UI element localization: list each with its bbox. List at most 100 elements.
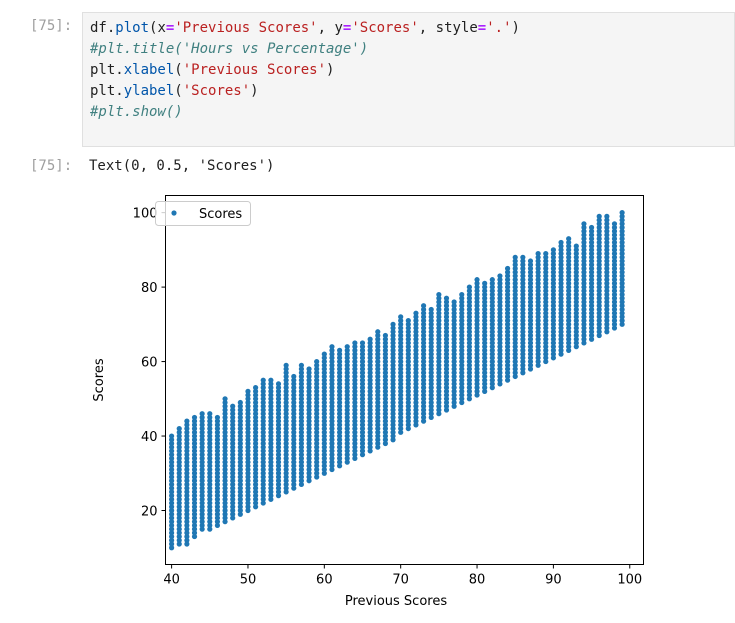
data-point: [520, 303, 526, 309]
data-point: [344, 459, 350, 465]
data-point: [596, 306, 602, 313]
data-point: [497, 310, 503, 316]
data-point: [268, 485, 274, 491]
x-tick-label: 40: [163, 573, 180, 588]
data-point: [550, 332, 556, 339]
data-point: [199, 526, 205, 532]
data-point: [245, 429, 251, 435]
data-point: [436, 392, 442, 398]
data-point: [558, 262, 564, 268]
data-point: [550, 269, 556, 275]
data-point: [413, 355, 419, 361]
input-prompt: [75]:: [30, 18, 73, 34]
data-point: [543, 299, 549, 305]
data-point: [306, 381, 312, 387]
data-point: [214, 511, 221, 517]
data-point: [428, 314, 434, 320]
data-point: [520, 332, 526, 339]
data-point: [497, 303, 503, 309]
data-point: [466, 288, 473, 294]
data-point: [527, 284, 534, 290]
data-point: [268, 418, 274, 424]
data-point: [207, 485, 213, 491]
data-point: [413, 340, 419, 346]
data-point: [268, 470, 274, 476]
data-point: [443, 321, 450, 327]
data-point: [344, 396, 350, 402]
data-point: [283, 466, 289, 473]
data-point: [169, 478, 175, 484]
data-point: [581, 291, 587, 298]
data-point: [260, 381, 266, 387]
data-point: [596, 236, 602, 242]
data-point: [359, 422, 366, 428]
data-point: [482, 340, 488, 346]
data-point: [550, 265, 556, 272]
data-point: [436, 347, 442, 353]
data-point: [306, 407, 312, 413]
data-point: [482, 381, 488, 387]
data-point: [405, 325, 411, 331]
y-tick-label: 80: [141, 281, 158, 296]
data-point: [527, 295, 534, 301]
data-point: [398, 362, 404, 368]
data-point: [291, 452, 297, 458]
data-point: [169, 496, 175, 502]
data-point: [588, 228, 595, 234]
data-point: [443, 329, 450, 335]
data-point: [382, 411, 389, 417]
data-point: [237, 414, 243, 421]
data-point: [199, 474, 205, 480]
data-point: [344, 433, 350, 439]
data-point: [245, 507, 251, 514]
data-point: [504, 340, 511, 346]
data-point: [214, 493, 221, 499]
data-point: [291, 425, 297, 432]
code-cell-input[interactable]: df.plot(x='Previous Scores', y='Scores',…: [82, 12, 735, 147]
data-point: [214, 452, 221, 458]
data-point: [283, 366, 289, 372]
data-point: [329, 437, 335, 443]
data-point: [230, 459, 236, 465]
data-point: [230, 496, 236, 502]
data-point: [199, 478, 205, 484]
data-point: [329, 362, 335, 368]
data-point: [619, 224, 625, 231]
data-point: [207, 515, 213, 521]
data-point: [558, 265, 564, 272]
data-point: [443, 351, 450, 357]
data-point: [527, 262, 534, 268]
data-point: [504, 370, 511, 376]
data-point: [268, 466, 274, 473]
data-point: [619, 265, 625, 272]
data-point: [588, 254, 595, 260]
data-point: [306, 452, 312, 458]
data-point: [482, 325, 488, 331]
data-point: [604, 247, 610, 253]
data-point: [535, 250, 541, 257]
data-point: [527, 329, 534, 335]
data-point: [191, 519, 198, 525]
data-point: [382, 407, 389, 413]
data-point: [489, 284, 495, 290]
data-point: [367, 373, 373, 380]
data-point: [283, 373, 289, 380]
data-point: [573, 262, 579, 268]
data-point: [191, 474, 198, 480]
data-point: [489, 373, 495, 380]
data-point: [329, 463, 335, 469]
data-point: [566, 265, 572, 272]
data-point: [367, 411, 373, 417]
data-point: [566, 314, 572, 320]
data-point: [344, 403, 350, 409]
data-point: [588, 239, 595, 246]
data-point: [451, 362, 457, 368]
data-point: [230, 489, 236, 495]
data-point: [169, 489, 175, 495]
data-point: [459, 291, 465, 298]
x-tick-label: 60: [316, 573, 333, 588]
data-point: [466, 385, 473, 391]
data-point: [581, 250, 587, 257]
data-point: [413, 373, 419, 380]
data-point: [199, 444, 205, 450]
